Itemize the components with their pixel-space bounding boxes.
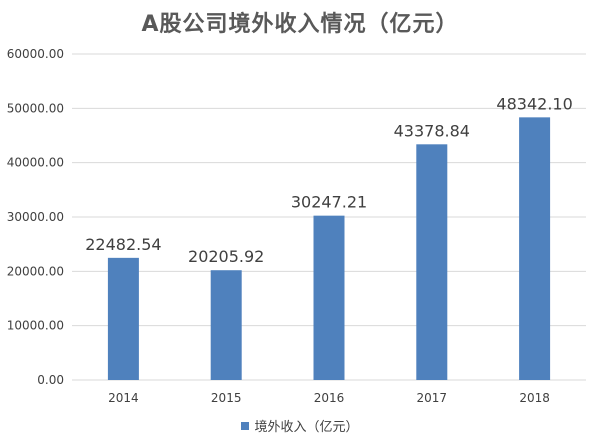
y-tick-label: 60000.00 xyxy=(7,47,64,61)
x-tick-label: 2018 xyxy=(519,391,550,405)
bar-2016 xyxy=(313,215,345,380)
y-tick-label: 20000.00 xyxy=(7,264,64,278)
bar-2017 xyxy=(416,144,448,380)
y-tick-label: 40000.00 xyxy=(7,156,64,170)
legend-label: 境外收入（亿元） xyxy=(254,420,359,435)
y-tick-label: 30000.00 xyxy=(7,210,64,224)
x-tick-label: 2017 xyxy=(417,391,448,405)
x-tick-label: 2016 xyxy=(314,391,345,405)
y-tick-label: 10000.00 xyxy=(7,319,64,333)
data-label-2014: 22482.54 xyxy=(85,235,161,254)
legend: 境外收入（亿元） xyxy=(0,416,600,435)
data-label-2015: 20205.92 xyxy=(188,247,264,266)
legend-swatch xyxy=(241,421,250,430)
bar-2018 xyxy=(519,117,551,381)
y-tick-label: 50000.00 xyxy=(7,101,64,115)
data-label-2018: 48342.10 xyxy=(496,94,572,113)
chart-title: A股公司境外收入情况（亿元） xyxy=(141,12,459,37)
x-tick-label: 2015 xyxy=(211,391,242,405)
data-label-2016: 30247.21 xyxy=(291,193,367,212)
bar-2015 xyxy=(210,270,242,380)
data-label-2017: 43378.84 xyxy=(394,121,470,140)
x-tick-label: 2014 xyxy=(108,391,139,405)
y-tick-label: 0.00 xyxy=(37,373,64,387)
bar-2014 xyxy=(107,257,139,380)
